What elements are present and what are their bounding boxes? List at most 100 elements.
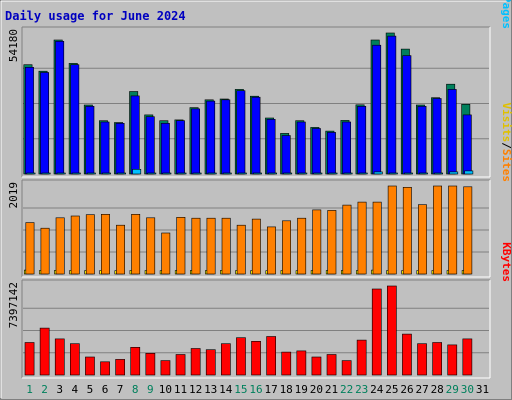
- bar-hits-files-pages-files-6: [100, 121, 110, 175]
- x-tick-27: 27: [415, 383, 428, 396]
- bar-hits-files-pages-pages-14: [222, 172, 232, 175]
- bar-hits-files-pages-files-4: [70, 64, 80, 175]
- bar-visits-sites-sites-4: [70, 215, 80, 275]
- bar-hits-files-pages-files-1: [24, 67, 34, 175]
- bar-visits-sites-sites-25: [387, 185, 397, 275]
- bar-hits-files-pages-pages-16: [253, 172, 262, 175]
- bar-kbytes-kbytes-27: [417, 343, 427, 376]
- bar-hits-files-pages-files-18: [281, 135, 291, 175]
- bar-hits-files-pages-files-26: [402, 55, 412, 175]
- bar-visits-sites-sites-8: [131, 214, 141, 275]
- bar-hits-files-pages-files-12: [191, 108, 200, 175]
- bar-hits-files-pages-pages-27: [418, 172, 428, 175]
- x-tick-23: 23: [355, 383, 368, 396]
- bar-hits-files-pages-files-17: [266, 119, 276, 175]
- bar-kbytes-kbytes-2: [39, 327, 50, 376]
- legend-visits-sites: Visits/Sites: [500, 103, 512, 183]
- bar-hits-files-pages-pages-12: [192, 172, 202, 175]
- bar-hits-files-pages-files-11: [176, 120, 185, 175]
- legend-label-visits-sites-0: Visits: [500, 103, 512, 143]
- bar-hits-files-pages-files-23: [357, 106, 367, 175]
- bar-visits-sites-sites-13: [206, 217, 216, 275]
- bar-visits-sites-sites-14: [221, 217, 231, 275]
- bar-visits-sites-sites-22: [342, 204, 352, 275]
- bar-hits-files-pages-pages-3: [56, 172, 66, 175]
- bar-kbytes-kbytes-1: [24, 342, 35, 376]
- bar-hits-files-pages-files-19: [296, 121, 306, 175]
- panel-kbytes: 7397142 KBytes: [7, 242, 512, 379]
- bar-kbytes-kbytes-8: [130, 346, 141, 376]
- bar-kbytes-kbytes-13: [205, 349, 216, 376]
- x-tick-14: 14: [219, 383, 233, 396]
- bar-hits-files-pages-pages-13: [207, 172, 217, 175]
- x-tick-21: 21: [325, 383, 338, 396]
- x-tick-5: 5: [87, 383, 94, 396]
- bar-hits-files-pages-files-29: [447, 89, 457, 175]
- bar-kbytes-kbytes-26: [402, 333, 412, 376]
- bar-kbytes-kbytes-20: [311, 356, 322, 376]
- series-hits-files-pages-pages: [26, 169, 474, 175]
- bar-visits-sites-sites-7: [116, 224, 126, 275]
- bar-kbytes-kbytes-18: [281, 351, 292, 376]
- bar-visits-sites-sites-28: [433, 185, 442, 275]
- bar-hits-files-pages-files-3: [55, 40, 65, 175]
- bar-kbytes-kbytes-29: [447, 344, 458, 376]
- ymax-label-hits-files-pages: 54180: [7, 29, 20, 62]
- bar-hits-files-pages-files-25: [387, 35, 397, 175]
- bar-hits-files-pages-pages-18: [283, 172, 293, 175]
- bar-kbytes-kbytes-5: [85, 356, 95, 376]
- legend-label-kbytes-0: KBytes: [500, 242, 512, 282]
- legend-label-visits-sites-2: Sites: [500, 149, 512, 182]
- chart-title: Daily usage for June 2024: [5, 9, 186, 23]
- series-kbytes-kbytes: [24, 285, 473, 376]
- legend-hits-files-pages: Hits/Files/Pages: [500, 0, 512, 29]
- x-tick-6: 6: [102, 383, 109, 396]
- bar-visits-sites-sites-18: [282, 220, 291, 275]
- x-tick-17: 17: [264, 383, 277, 396]
- panel-visits-sites: 2019 Visits/Sites: [7, 103, 512, 278]
- bar-hits-files-pages-pages-6: [102, 172, 111, 175]
- x-tick-20: 20: [310, 383, 323, 396]
- bar-kbytes-kbytes-12: [190, 348, 201, 376]
- x-tick-25: 25: [385, 383, 398, 396]
- bar-kbytes-kbytes-21: [326, 354, 337, 376]
- bar-hits-files-pages-files-21: [326, 132, 336, 175]
- x-tick-31: 31: [476, 383, 489, 396]
- ymax-label-kbytes: 7397142: [7, 282, 20, 328]
- bar-hits-files-pages-files-5: [85, 106, 95, 175]
- bar-kbytes-kbytes-28: [432, 342, 443, 376]
- bar-visits-sites-sites-29: [448, 185, 458, 275]
- bar-hits-files-pages-pages-11: [177, 172, 187, 175]
- bar-visits-sites-sites-10: [161, 232, 171, 275]
- bar-visits-sites-sites-23: [357, 201, 367, 275]
- bar-hits-files-pages-files-22: [342, 121, 351, 175]
- x-tick-2: 2: [41, 383, 48, 396]
- legend-label-hits-files-pages-4: Pages: [500, 0, 512, 29]
- bar-visits-sites-sites-1: [25, 222, 35, 275]
- bar-hits-files-pages-pages-30: [464, 170, 474, 175]
- x-tick-24: 24: [370, 383, 384, 396]
- bar-hits-files-pages-files-9: [145, 116, 155, 175]
- bar-visits-sites-sites-16: [251, 218, 261, 275]
- bar-hits-files-pages-pages-8: [132, 169, 142, 175]
- x-tick-7: 7: [117, 383, 124, 396]
- bar-hits-files-pages-files-24: [372, 44, 382, 175]
- ymax-label-visits-sites: 2019: [7, 182, 20, 209]
- x-tick-19: 19: [295, 383, 308, 396]
- x-tick-9: 9: [147, 383, 154, 396]
- bar-visits-sites-sites-19: [297, 217, 307, 275]
- bar-visits-sites-sites-17: [266, 226, 276, 275]
- bar-kbytes-kbytes-14: [221, 343, 231, 376]
- legend-label-visits-sites-1: /: [500, 142, 512, 149]
- bar-hits-files-pages-files-8: [130, 95, 140, 175]
- bar-hits-files-pages-pages-15: [237, 172, 247, 175]
- bar-kbytes-kbytes-17: [266, 336, 277, 376]
- bar-kbytes-kbytes-6: [100, 361, 110, 376]
- bar-visits-sites-sites-5: [85, 214, 95, 275]
- x-tick-13: 13: [204, 383, 217, 396]
- x-tick-1: 1: [26, 383, 33, 396]
- bar-visits-sites-sites-2: [40, 227, 50, 275]
- bar-kbytes-kbytes-10: [160, 360, 171, 376]
